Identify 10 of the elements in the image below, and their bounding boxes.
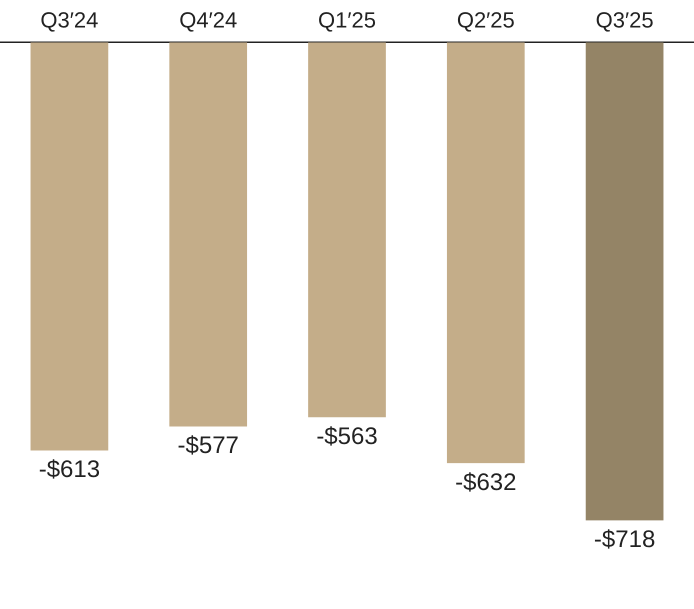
x-tick-label: Q2′25 bbox=[456, 7, 515, 32]
data-label: -$718 bbox=[594, 526, 656, 554]
x-tick-label: Q4′24 bbox=[179, 7, 238, 32]
data-label: -$613 bbox=[38, 456, 100, 484]
data-label: -$563 bbox=[316, 422, 378, 450]
data-label: -$632 bbox=[455, 468, 516, 496]
x-tick-label: Q3′24 bbox=[40, 7, 98, 32]
data-label: -$577 bbox=[178, 432, 239, 460]
x-tick-label: Q3′25 bbox=[596, 7, 654, 32]
x-tick-label: Q1′25 bbox=[318, 7, 376, 32]
